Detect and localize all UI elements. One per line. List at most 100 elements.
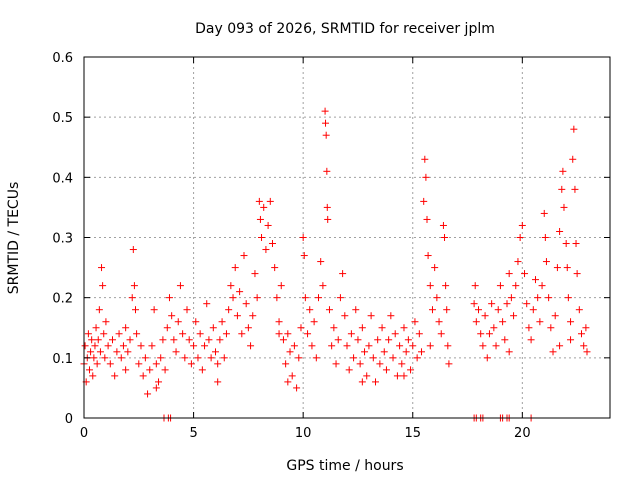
data-point [164,324,171,331]
data-point [95,336,102,343]
data-point [88,336,95,343]
data-point [96,306,103,313]
data-point [287,348,294,355]
data-point [153,360,160,367]
plot-frame [84,57,610,418]
y-tick-label: 0.1 [52,352,73,367]
data-point [475,306,482,313]
data-point [497,282,504,289]
data-point [190,342,197,349]
data-point [124,348,131,355]
data-point [519,222,526,229]
data-point [445,360,452,367]
data-point [91,342,98,349]
data-point [306,306,313,313]
data-point [532,276,539,283]
data-point [323,168,330,175]
data-point [536,318,543,325]
data-point [94,360,101,367]
data-point [148,342,155,349]
data-point [258,234,265,241]
data-point [225,306,232,313]
data-point [390,354,397,361]
data-point [411,318,418,325]
data-point [333,360,340,367]
data-point [216,336,223,343]
data-point [137,342,144,349]
data-point [203,300,210,307]
data-point [232,264,239,271]
data-point [508,294,515,301]
data-point [528,336,535,343]
data-point [107,360,114,367]
data-point [324,216,331,223]
data-point [111,372,118,379]
data-point [113,348,120,355]
data-point [556,228,563,235]
data-point [101,354,108,361]
data-point [482,312,489,319]
data-point [85,330,92,337]
data-point [582,324,589,331]
x-tick-label: 5 [189,426,197,441]
data-point [503,300,510,307]
data-point [359,324,366,331]
data-point [116,330,123,337]
data-point [319,282,326,289]
y-tick-label: 0.3 [52,232,73,247]
data-point [530,306,537,313]
data-point [576,306,583,313]
data-point [341,312,348,319]
data-point [98,264,105,271]
data-point [199,366,206,373]
data-point [490,324,497,331]
data-point [563,240,570,247]
data-point [197,330,204,337]
data-point [567,336,574,343]
data-point [472,282,479,289]
data-point [301,252,308,259]
data-point [372,378,379,385]
data-point [556,342,563,349]
data-point [350,354,357,361]
data-point [405,336,412,343]
data-point [499,318,506,325]
data-point [280,336,287,343]
data-points [81,108,591,422]
data-point [271,264,278,271]
data-point [573,240,580,247]
data-point [409,342,416,349]
data-point [552,312,559,319]
data-point [254,294,261,301]
data-point [297,324,304,331]
data-point [322,120,329,127]
data-point [315,294,322,301]
data-point [236,288,243,295]
data-point [238,330,245,337]
data-point [82,342,89,349]
data-point [348,330,355,337]
y-tick-label: 0.4 [52,171,73,186]
data-point [179,330,186,337]
data-point [521,270,528,277]
data-point [265,222,272,229]
data-point [205,336,212,343]
data-point [249,312,256,319]
data-point [177,282,184,289]
x-tick-label: 10 [295,426,312,441]
data-point [278,282,285,289]
data-point [352,306,359,313]
data-point [188,360,195,367]
data-point [545,294,552,301]
data-point [219,318,226,325]
data-point [543,258,550,265]
data-point [311,318,318,325]
data-point [578,330,585,337]
data-point [583,348,590,355]
data-point [427,282,434,289]
data-point [323,132,330,139]
data-point [567,318,574,325]
data-point [300,234,307,241]
data-point [335,336,342,343]
data-point [210,324,217,331]
